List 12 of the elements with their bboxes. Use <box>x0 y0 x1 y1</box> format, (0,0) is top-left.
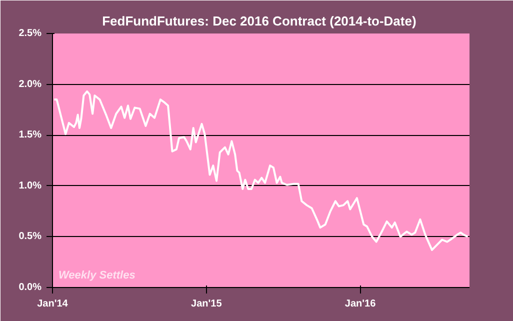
y-tick-label: 2.5% <box>18 28 42 39</box>
x-tick-label: Jan'14 <box>37 298 68 310</box>
y-tick-label: 0.0% <box>18 282 42 293</box>
y-tick-label: 1.5% <box>18 130 42 141</box>
y-tick-label: 1.0% <box>18 180 42 192</box>
annotation: Weekly Settles <box>58 270 136 282</box>
y-tick-label: 0.5% <box>18 231 42 242</box>
y-tick-label: 2.0% <box>18 78 42 90</box>
x-tick-label: Jan'16 <box>344 298 376 310</box>
line-series <box>53 90 469 251</box>
x-tick-label: Jan'15 <box>191 298 222 310</box>
chart-title: FedFundFutures: Dec 2016 Contract (2014-to-Date) <box>102 14 416 28</box>
